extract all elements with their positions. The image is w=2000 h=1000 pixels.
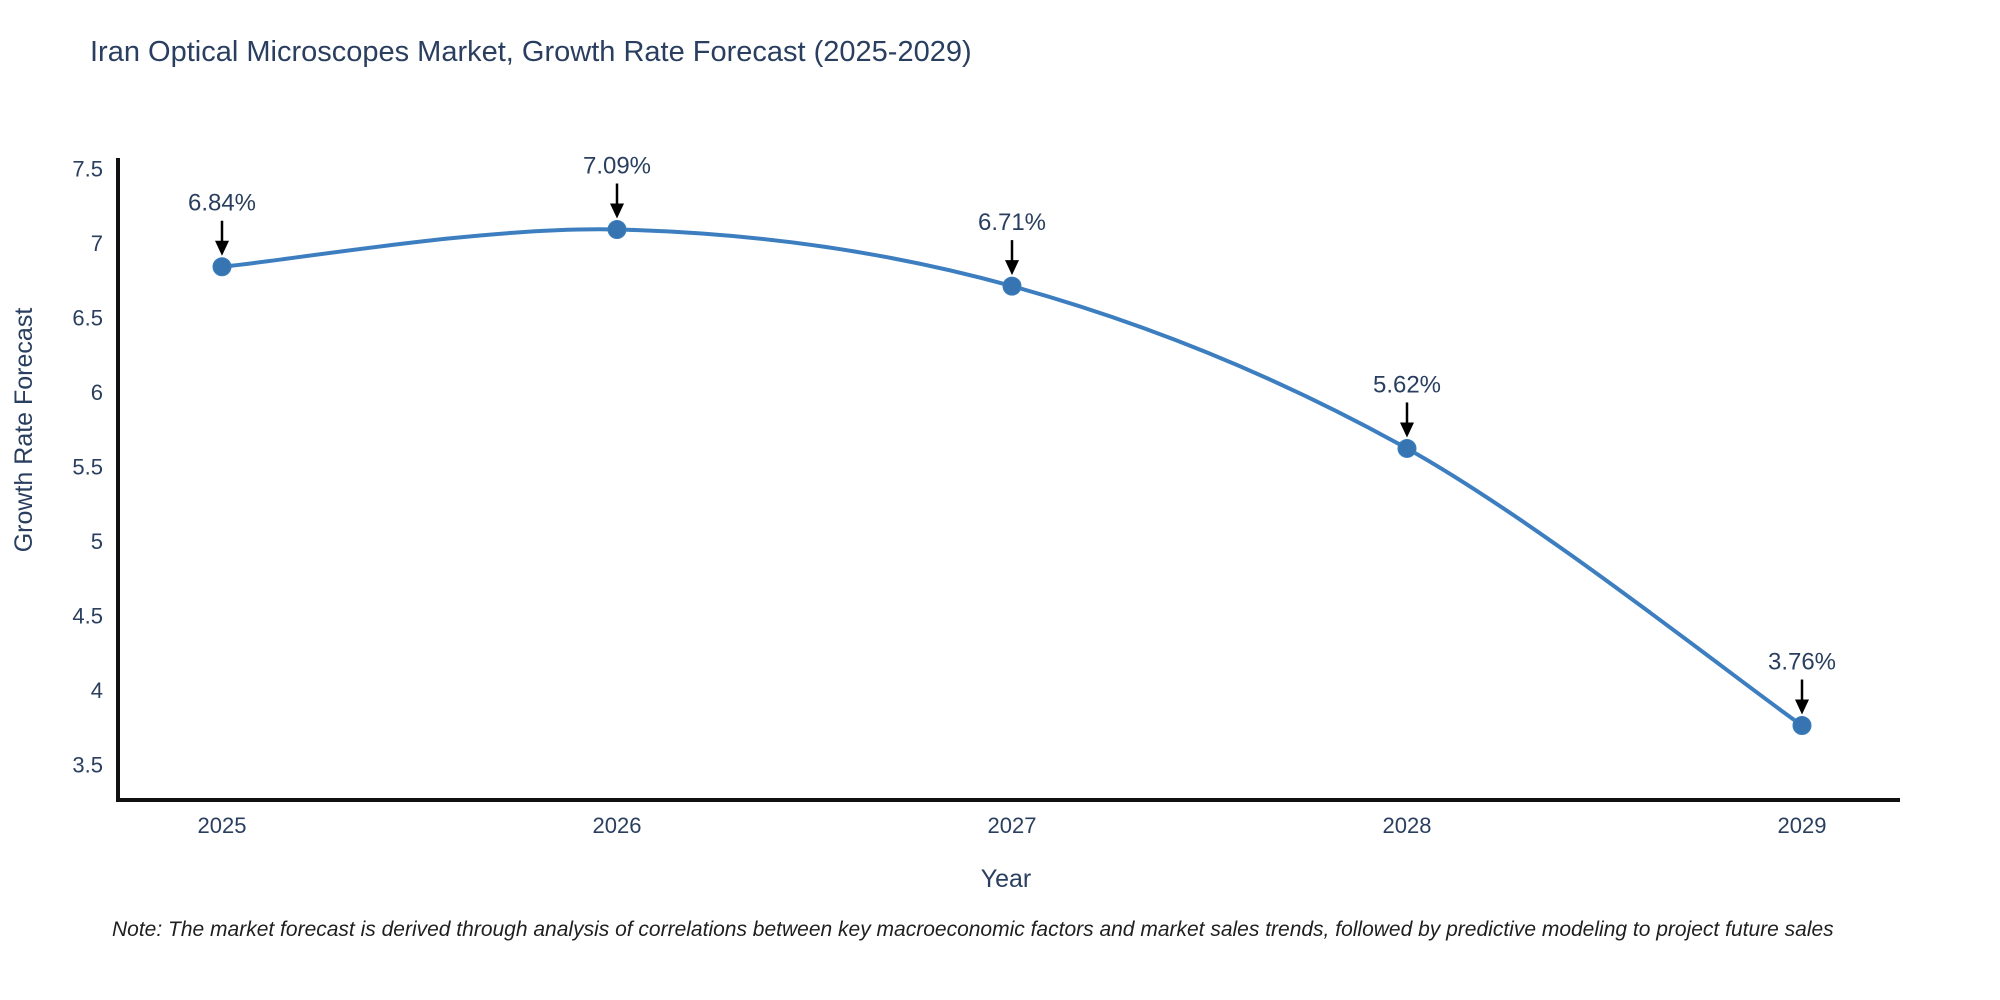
y-tick-label: 3.5 bbox=[72, 752, 103, 777]
x-tick-label: 2029 bbox=[1778, 813, 1827, 838]
y-tick-label: 6.5 bbox=[72, 305, 103, 330]
y-tick-label: 4 bbox=[91, 678, 103, 703]
y-tick-label: 5 bbox=[91, 529, 103, 554]
x-tick-label: 2025 bbox=[198, 813, 247, 838]
data-point-label: 6.84% bbox=[188, 190, 256, 217]
annotation-arrowhead-icon bbox=[1795, 699, 1809, 715]
data-point-marker bbox=[607, 219, 627, 239]
annotation-arrowhead-icon bbox=[1400, 422, 1414, 438]
annotation-arrowhead-icon bbox=[1005, 260, 1019, 276]
data-point-marker bbox=[212, 257, 232, 277]
y-axis-title: Growth Rate Forecast bbox=[10, 308, 38, 553]
x-tick-label: 2026 bbox=[593, 813, 642, 838]
y-tick-label: 6 bbox=[91, 380, 103, 405]
x-axis-title: Year bbox=[981, 865, 1032, 893]
data-point-label: 5.62% bbox=[1373, 371, 1441, 398]
data-point-label: 6.71% bbox=[978, 209, 1046, 236]
chart-title: Iran Optical Microscopes Market, Growth … bbox=[90, 36, 972, 68]
data-point-marker bbox=[1397, 438, 1417, 458]
x-tick-label: 2027 bbox=[988, 813, 1037, 838]
data-point-marker bbox=[1002, 276, 1022, 296]
y-tick-label: 4.5 bbox=[72, 603, 103, 628]
x-tick-label: 2028 bbox=[1383, 813, 1432, 838]
y-tick-label: 5.5 bbox=[72, 454, 103, 479]
chart-plot-area: 3.5 4 4.5 5 5.5 6 6.5 7 7.5 2025 2026 2027 2028 2029 6… bbox=[72, 152, 1900, 838]
data-line bbox=[221, 227, 1804, 728]
y-tick-label: 7.5 bbox=[72, 156, 103, 181]
data-point-label: 7.09% bbox=[583, 152, 651, 179]
y-tick-label: 7 bbox=[91, 231, 103, 256]
data-point-label: 3.76% bbox=[1768, 649, 1836, 676]
footnote: Note: The market forecast is derived thr… bbox=[112, 918, 1834, 941]
annotation-arrowhead-icon bbox=[610, 203, 624, 219]
data-point-marker bbox=[1792, 716, 1812, 736]
annotation-arrowhead-icon bbox=[215, 240, 229, 256]
